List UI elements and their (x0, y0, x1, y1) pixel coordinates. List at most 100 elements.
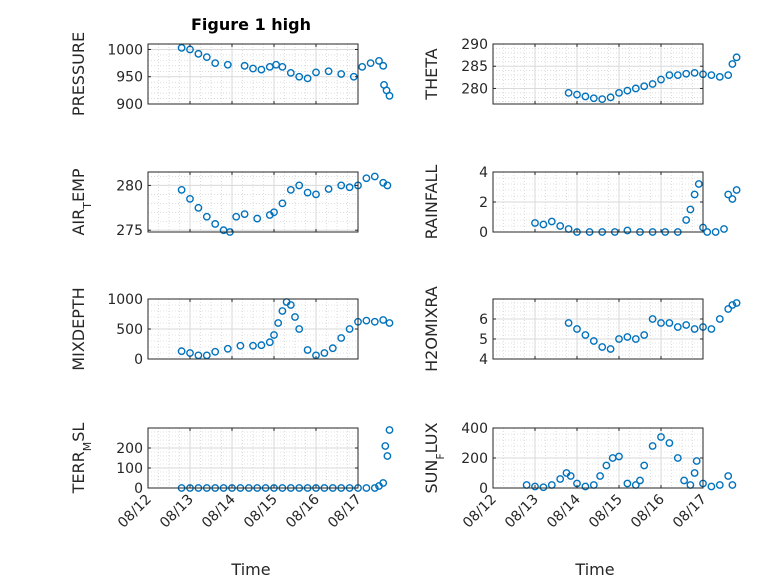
data-point (732, 299, 741, 307)
data-point (673, 71, 682, 80)
data-point (720, 225, 728, 233)
data-point (564, 88, 573, 97)
y-tick-label: 0 (479, 481, 488, 497)
data-point (724, 305, 733, 313)
data-point (556, 475, 565, 483)
data-point (370, 484, 379, 492)
data-point (686, 205, 695, 214)
data-point (648, 315, 657, 323)
data-point (623, 86, 632, 95)
data-point (690, 469, 699, 477)
grid (493, 43, 703, 104)
subplot-rainfall: 0 2 4 RAINFALL (422, 165, 741, 241)
data-point (728, 481, 737, 489)
data-point (240, 210, 249, 218)
y-tick-label: 0 (134, 481, 143, 497)
data-point (703, 228, 712, 236)
y-tick-label: 400 (461, 421, 488, 437)
data-point (728, 195, 737, 203)
data-point (366, 59, 375, 67)
data-point (615, 452, 623, 461)
data-point (682, 321, 691, 329)
subplot-h2omixra: 4 5 6 H2OMIXRA (422, 286, 741, 372)
y-tick-label: 900 (116, 97, 143, 113)
data-point (680, 476, 688, 485)
data-point (724, 190, 733, 199)
data-point (640, 461, 649, 470)
subplot-mixdepth: 0 500 1000 MIXDEPTH (69, 287, 394, 371)
data-point (278, 63, 287, 71)
y-tick-label: 200 (116, 441, 143, 457)
data-point (598, 343, 607, 351)
data-point (682, 69, 691, 78)
data-point (202, 212, 211, 221)
data-point (596, 472, 604, 480)
data-point (657, 319, 665, 327)
data-point (379, 316, 388, 324)
data-point (581, 482, 590, 491)
data-point (728, 60, 737, 68)
y-axis-label: THETA (422, 48, 441, 100)
data-point (648, 80, 657, 88)
data-point (732, 186, 741, 194)
data-point (606, 93, 615, 102)
data-point (707, 325, 716, 333)
data-point (303, 74, 312, 83)
data-point (623, 226, 632, 235)
data-point (379, 61, 388, 70)
data-point (345, 325, 354, 333)
data-point (312, 68, 320, 77)
x-axis-label-right: Time (574, 560, 614, 579)
data-point (589, 337, 598, 345)
data-point (278, 199, 287, 208)
data-point (194, 49, 203, 58)
data-point (690, 190, 699, 199)
data-point (202, 53, 211, 61)
data-point (715, 72, 724, 81)
data-point (324, 67, 333, 76)
data-point (724, 71, 733, 80)
data-point (240, 61, 249, 70)
data-point (657, 75, 665, 84)
data-point (539, 483, 548, 492)
y-tick-label: 290 (461, 37, 488, 53)
data-point (362, 316, 371, 325)
data-point (291, 313, 299, 321)
data-point (383, 452, 392, 460)
data-point (177, 347, 186, 356)
y-tick-label: 1000 (107, 292, 143, 308)
data-point (732, 53, 741, 62)
data-point (715, 481, 724, 489)
data-point (673, 323, 682, 331)
data-point (623, 333, 632, 341)
data-point (598, 95, 607, 104)
data-point (615, 335, 623, 343)
data-point (358, 63, 367, 71)
data-point (707, 71, 716, 80)
data-point (362, 174, 371, 183)
axes-box (492, 298, 704, 360)
data-point (270, 208, 278, 217)
subplot-theta: 280 285 290 THETA (422, 37, 741, 105)
data-point (564, 319, 573, 327)
data-series (177, 172, 392, 236)
y-tick-label: 275 (116, 223, 143, 239)
data-point (573, 90, 581, 99)
data-point (547, 217, 556, 226)
data-series (177, 298, 394, 360)
data-point (370, 172, 379, 181)
figure-title: Figure 1 high (191, 15, 311, 34)
data-point (345, 183, 354, 192)
y-tick-label: 4 (479, 352, 488, 368)
y-axis-label: MIXDEPTH (69, 287, 88, 370)
data-point (286, 186, 295, 194)
y-tick-label: 950 (116, 70, 143, 86)
data-point (692, 457, 701, 465)
data-point (223, 60, 232, 69)
data-point (328, 344, 337, 353)
data-point (320, 349, 329, 357)
y-tick-label: 500 (116, 322, 143, 338)
data-point (211, 220, 220, 228)
data-point (303, 346, 312, 354)
data-point (385, 91, 394, 100)
